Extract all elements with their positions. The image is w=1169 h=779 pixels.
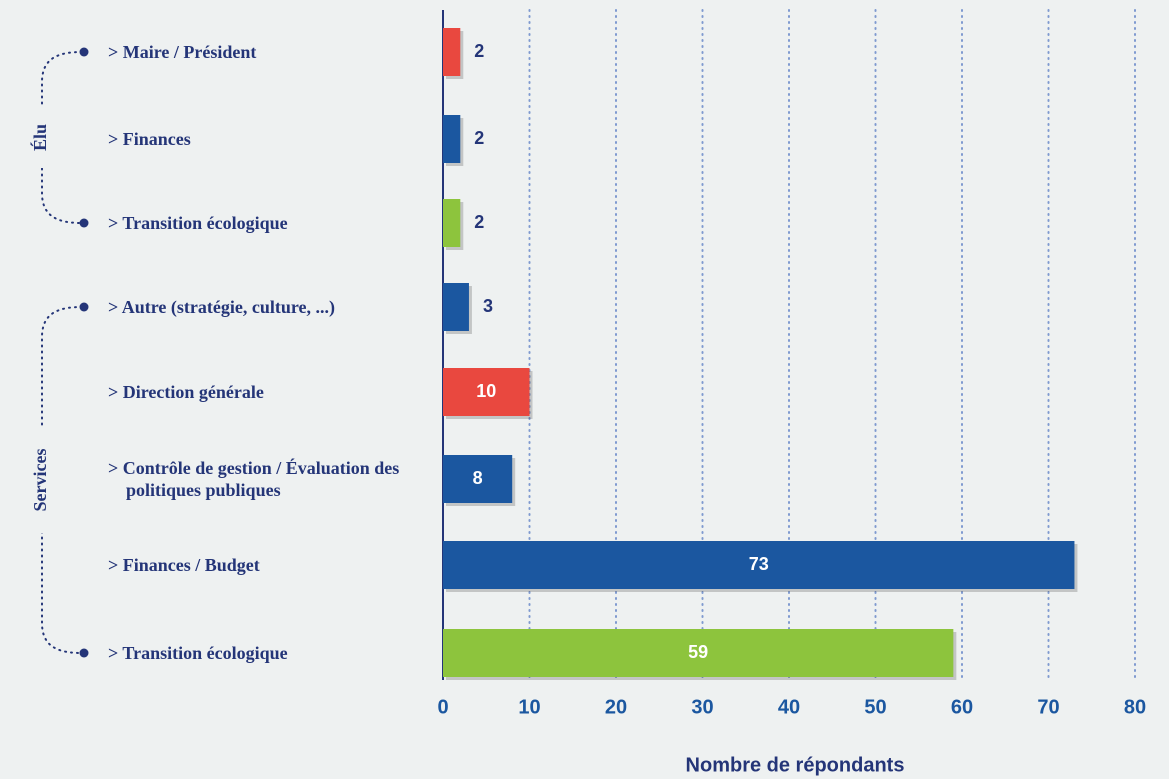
x-axis-title: Nombre de répondants	[686, 754, 905, 776]
x-tick-label: 0	[437, 696, 448, 718]
bar	[443, 283, 469, 331]
value-label: 3	[483, 296, 493, 316]
x-tick-label: 10	[518, 696, 540, 718]
group-label-bg	[30, 107, 54, 168]
group-dot	[79, 648, 89, 658]
bar	[443, 541, 1075, 589]
x-tick-label: 60	[951, 696, 973, 718]
category-label: > Autre (stratégie, culture, ...)	[108, 297, 336, 317]
x-tick-label: 20	[605, 696, 627, 718]
category-label: > Contrôle de gestion / Évaluation des p…	[108, 458, 400, 500]
group-bracket	[41, 51, 83, 224]
bar	[443, 629, 954, 677]
group-dot	[79, 218, 89, 228]
category-label: > Transition écologique	[108, 213, 288, 233]
x-tick-label: 40	[778, 696, 800, 718]
category-label: > Finances	[108, 129, 191, 149]
x-tick-label: 70	[1037, 696, 1059, 718]
category-label: > Finances / Budget	[108, 555, 260, 575]
group-label-bg	[30, 427, 54, 533]
bar	[443, 199, 461, 247]
value-label: 2	[474, 212, 484, 232]
group-dot	[79, 302, 89, 312]
value-label: 8	[473, 468, 483, 488]
x-tick-label: 30	[691, 696, 713, 718]
group-label: Élu	[29, 124, 50, 151]
x-tick-label: 50	[864, 696, 886, 718]
value-label: 73	[749, 554, 769, 574]
value-label: 2	[474, 41, 484, 61]
value-label: 10	[476, 381, 496, 401]
category-label: > Direction générale	[108, 382, 264, 402]
bar	[443, 115, 461, 163]
bar	[443, 28, 461, 76]
group-label: Services	[30, 449, 50, 512]
value-label: 59	[688, 642, 708, 662]
x-tick-label: 80	[1124, 696, 1146, 718]
bar	[443, 368, 530, 416]
category-label: > Maire / Président	[108, 42, 257, 62]
bar	[443, 455, 513, 503]
category-label: > Transition écologique	[108, 643, 288, 663]
group-bracket	[41, 306, 83, 654]
group-dot	[79, 47, 89, 57]
value-label: 2	[474, 128, 484, 148]
